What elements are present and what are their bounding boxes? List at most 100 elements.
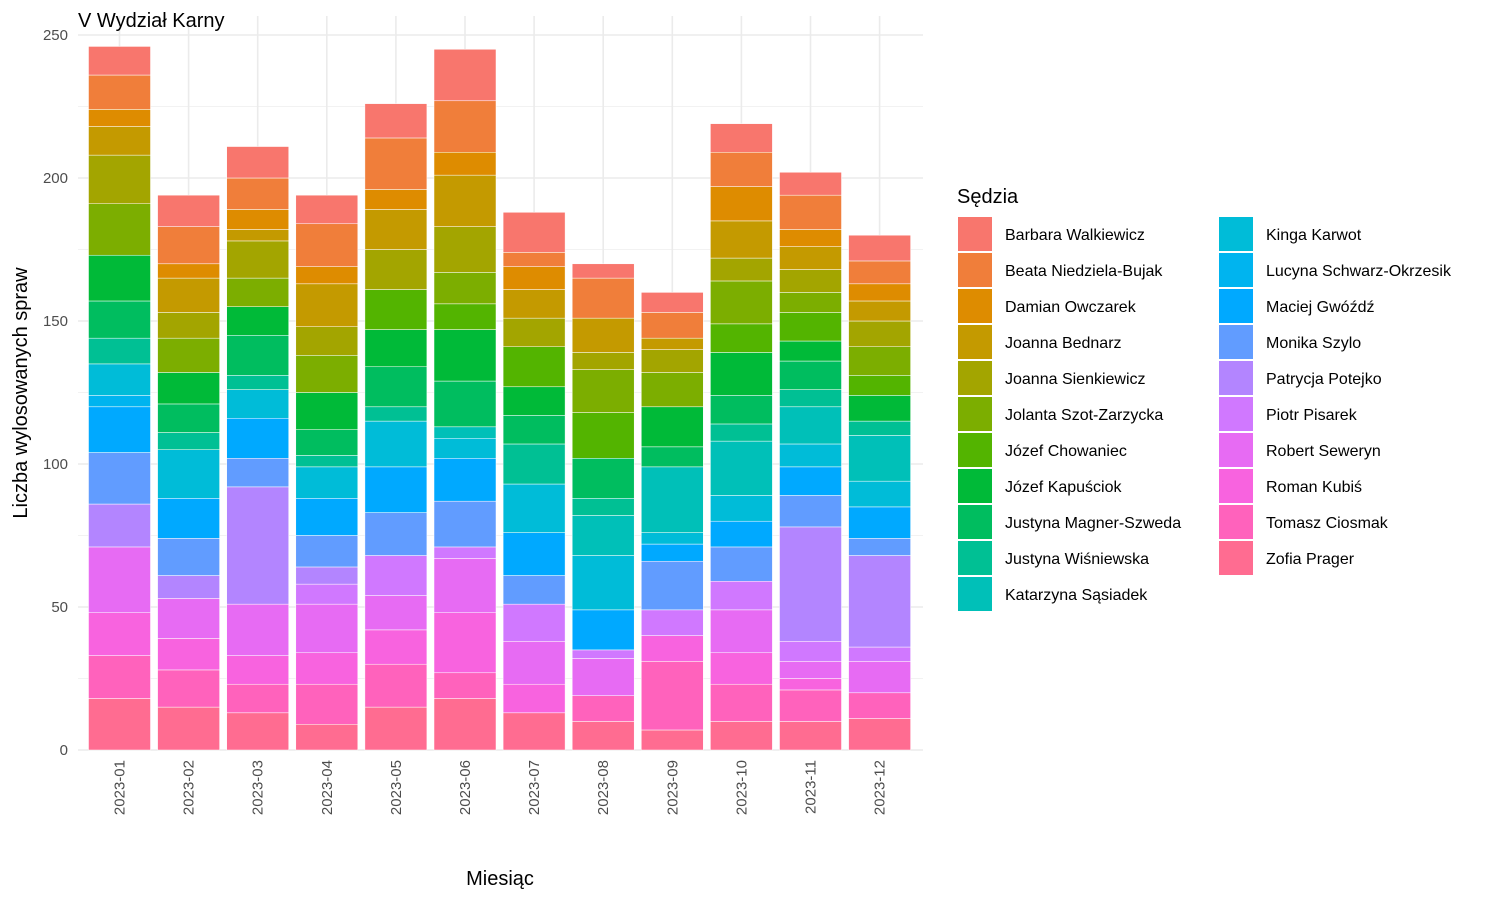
- bar-segment: [571, 277, 635, 319]
- bar-segment: [571, 515, 635, 556]
- bar-segment: [433, 672, 497, 699]
- bar-segment: [433, 152, 497, 176]
- bar-segment: [364, 663, 428, 708]
- legend-key: [958, 433, 992, 467]
- legend-label: Tomasz Ciosmak: [1266, 515, 1389, 532]
- bar-segment: [433, 100, 497, 153]
- legend-key: [1219, 253, 1253, 287]
- bar-segment: [710, 220, 773, 259]
- bar-segment: [502, 641, 566, 685]
- bar-segment: [364, 137, 428, 190]
- bar-segment: [848, 538, 911, 556]
- bar-segment: [226, 417, 289, 459]
- bar-segment: [433, 303, 497, 330]
- legend-key: [958, 325, 992, 359]
- y-tick-label: 150: [43, 313, 68, 330]
- bar-segment: [502, 346, 566, 388]
- bar-segment: [848, 718, 911, 751]
- legend-key: [958, 577, 992, 611]
- legend-label: Justyna Magner-Szweda: [1005, 515, 1181, 532]
- bar-segment: [364, 329, 428, 368]
- bar-segment: [364, 209, 428, 250]
- bar-segment: [571, 352, 635, 370]
- bar-segment: [710, 152, 773, 187]
- bar-segment: [848, 320, 911, 347]
- legend-key: [958, 397, 992, 431]
- bar-segment: [364, 466, 428, 513]
- bar-segment: [779, 172, 842, 196]
- x-tick-label: 2023-11: [803, 760, 820, 814]
- bar-segment: [88, 452, 151, 505]
- bar-segment: [779, 194, 842, 230]
- bar-segment: [433, 458, 497, 502]
- bar-segment: [88, 300, 151, 339]
- bar-segment: [710, 323, 773, 353]
- bar-segment: [848, 375, 911, 396]
- bar-segment: [433, 174, 497, 227]
- bar-segment: [710, 257, 773, 282]
- legend-label: Piotr Pisarek: [1266, 407, 1358, 424]
- legend-key: [1219, 469, 1253, 503]
- bar-segment: [779, 466, 842, 496]
- bar-segment: [88, 337, 151, 365]
- bar-segment: [502, 212, 566, 253]
- bar-segment: [364, 595, 428, 631]
- y-tick-label: 50: [51, 599, 68, 616]
- legend-label: Barbara Walkiewicz: [1005, 227, 1145, 244]
- bar-segment: [710, 546, 773, 582]
- bar-segment: [226, 458, 289, 488]
- bar-segment: [88, 109, 151, 127]
- bar-segment: [848, 661, 911, 694]
- bar-segment: [88, 655, 151, 699]
- bar-segment: [364, 555, 428, 596]
- bar-segment: [848, 300, 911, 322]
- bar-segment: [88, 503, 151, 548]
- bar-segment: [157, 194, 220, 227]
- y-tick-label: 0: [60, 742, 68, 759]
- bar-segment: [295, 583, 359, 605]
- bar-segment: [226, 335, 289, 376]
- bar-segment: [571, 498, 635, 516]
- bar-segment: [157, 337, 220, 373]
- bar-segment: [710, 581, 773, 611]
- bar-segment: [295, 724, 359, 751]
- bar-segment: [157, 449, 220, 499]
- legend-key: [1219, 361, 1253, 395]
- bar-segment: [502, 683, 566, 714]
- bar-segment: [779, 389, 842, 408]
- bar-segment: [502, 443, 566, 485]
- bar-segment: [226, 712, 289, 751]
- bar-segment: [88, 46, 151, 76]
- legend-label: Patrycja Potejko: [1266, 371, 1382, 388]
- bar-segment: [88, 126, 151, 156]
- bar-segment: [157, 538, 220, 576]
- bar-segment: [710, 609, 773, 654]
- bar-segment: [88, 254, 151, 302]
- legend-title: Sędzia: [957, 186, 1019, 208]
- bar-segment: [571, 555, 635, 611]
- bar-segment: [226, 389, 289, 419]
- bar-segment: [157, 498, 220, 539]
- legend-label: Józef Kapuściok: [1005, 479, 1123, 496]
- bar-segment: [571, 721, 635, 751]
- bar-segment: [779, 661, 842, 679]
- y-axis-ticks: 0 50 100 150 200 250: [43, 27, 68, 759]
- bar-segment: [295, 283, 359, 327]
- legend-key: [1219, 325, 1253, 359]
- bar-segment: [295, 535, 359, 568]
- bar-segment: [295, 603, 359, 654]
- legend-label: Lucyna Schwarz-Okrzesik: [1266, 263, 1452, 280]
- bar-segment: [88, 74, 151, 110]
- legend-label: Józef Chowaniec: [1005, 443, 1127, 460]
- bar-segment: [641, 372, 704, 408]
- bar-segment: [710, 520, 773, 548]
- bar-segment: [779, 678, 842, 691]
- bar-segment: [295, 455, 359, 468]
- legend-label: Robert Seweryn: [1266, 443, 1381, 460]
- legend-label: Monika Szylo: [1266, 335, 1361, 352]
- bar-segment: [226, 229, 289, 242]
- bar-segment: [779, 292, 842, 313]
- bar-segment: [295, 392, 359, 430]
- legend-key: [1219, 289, 1253, 323]
